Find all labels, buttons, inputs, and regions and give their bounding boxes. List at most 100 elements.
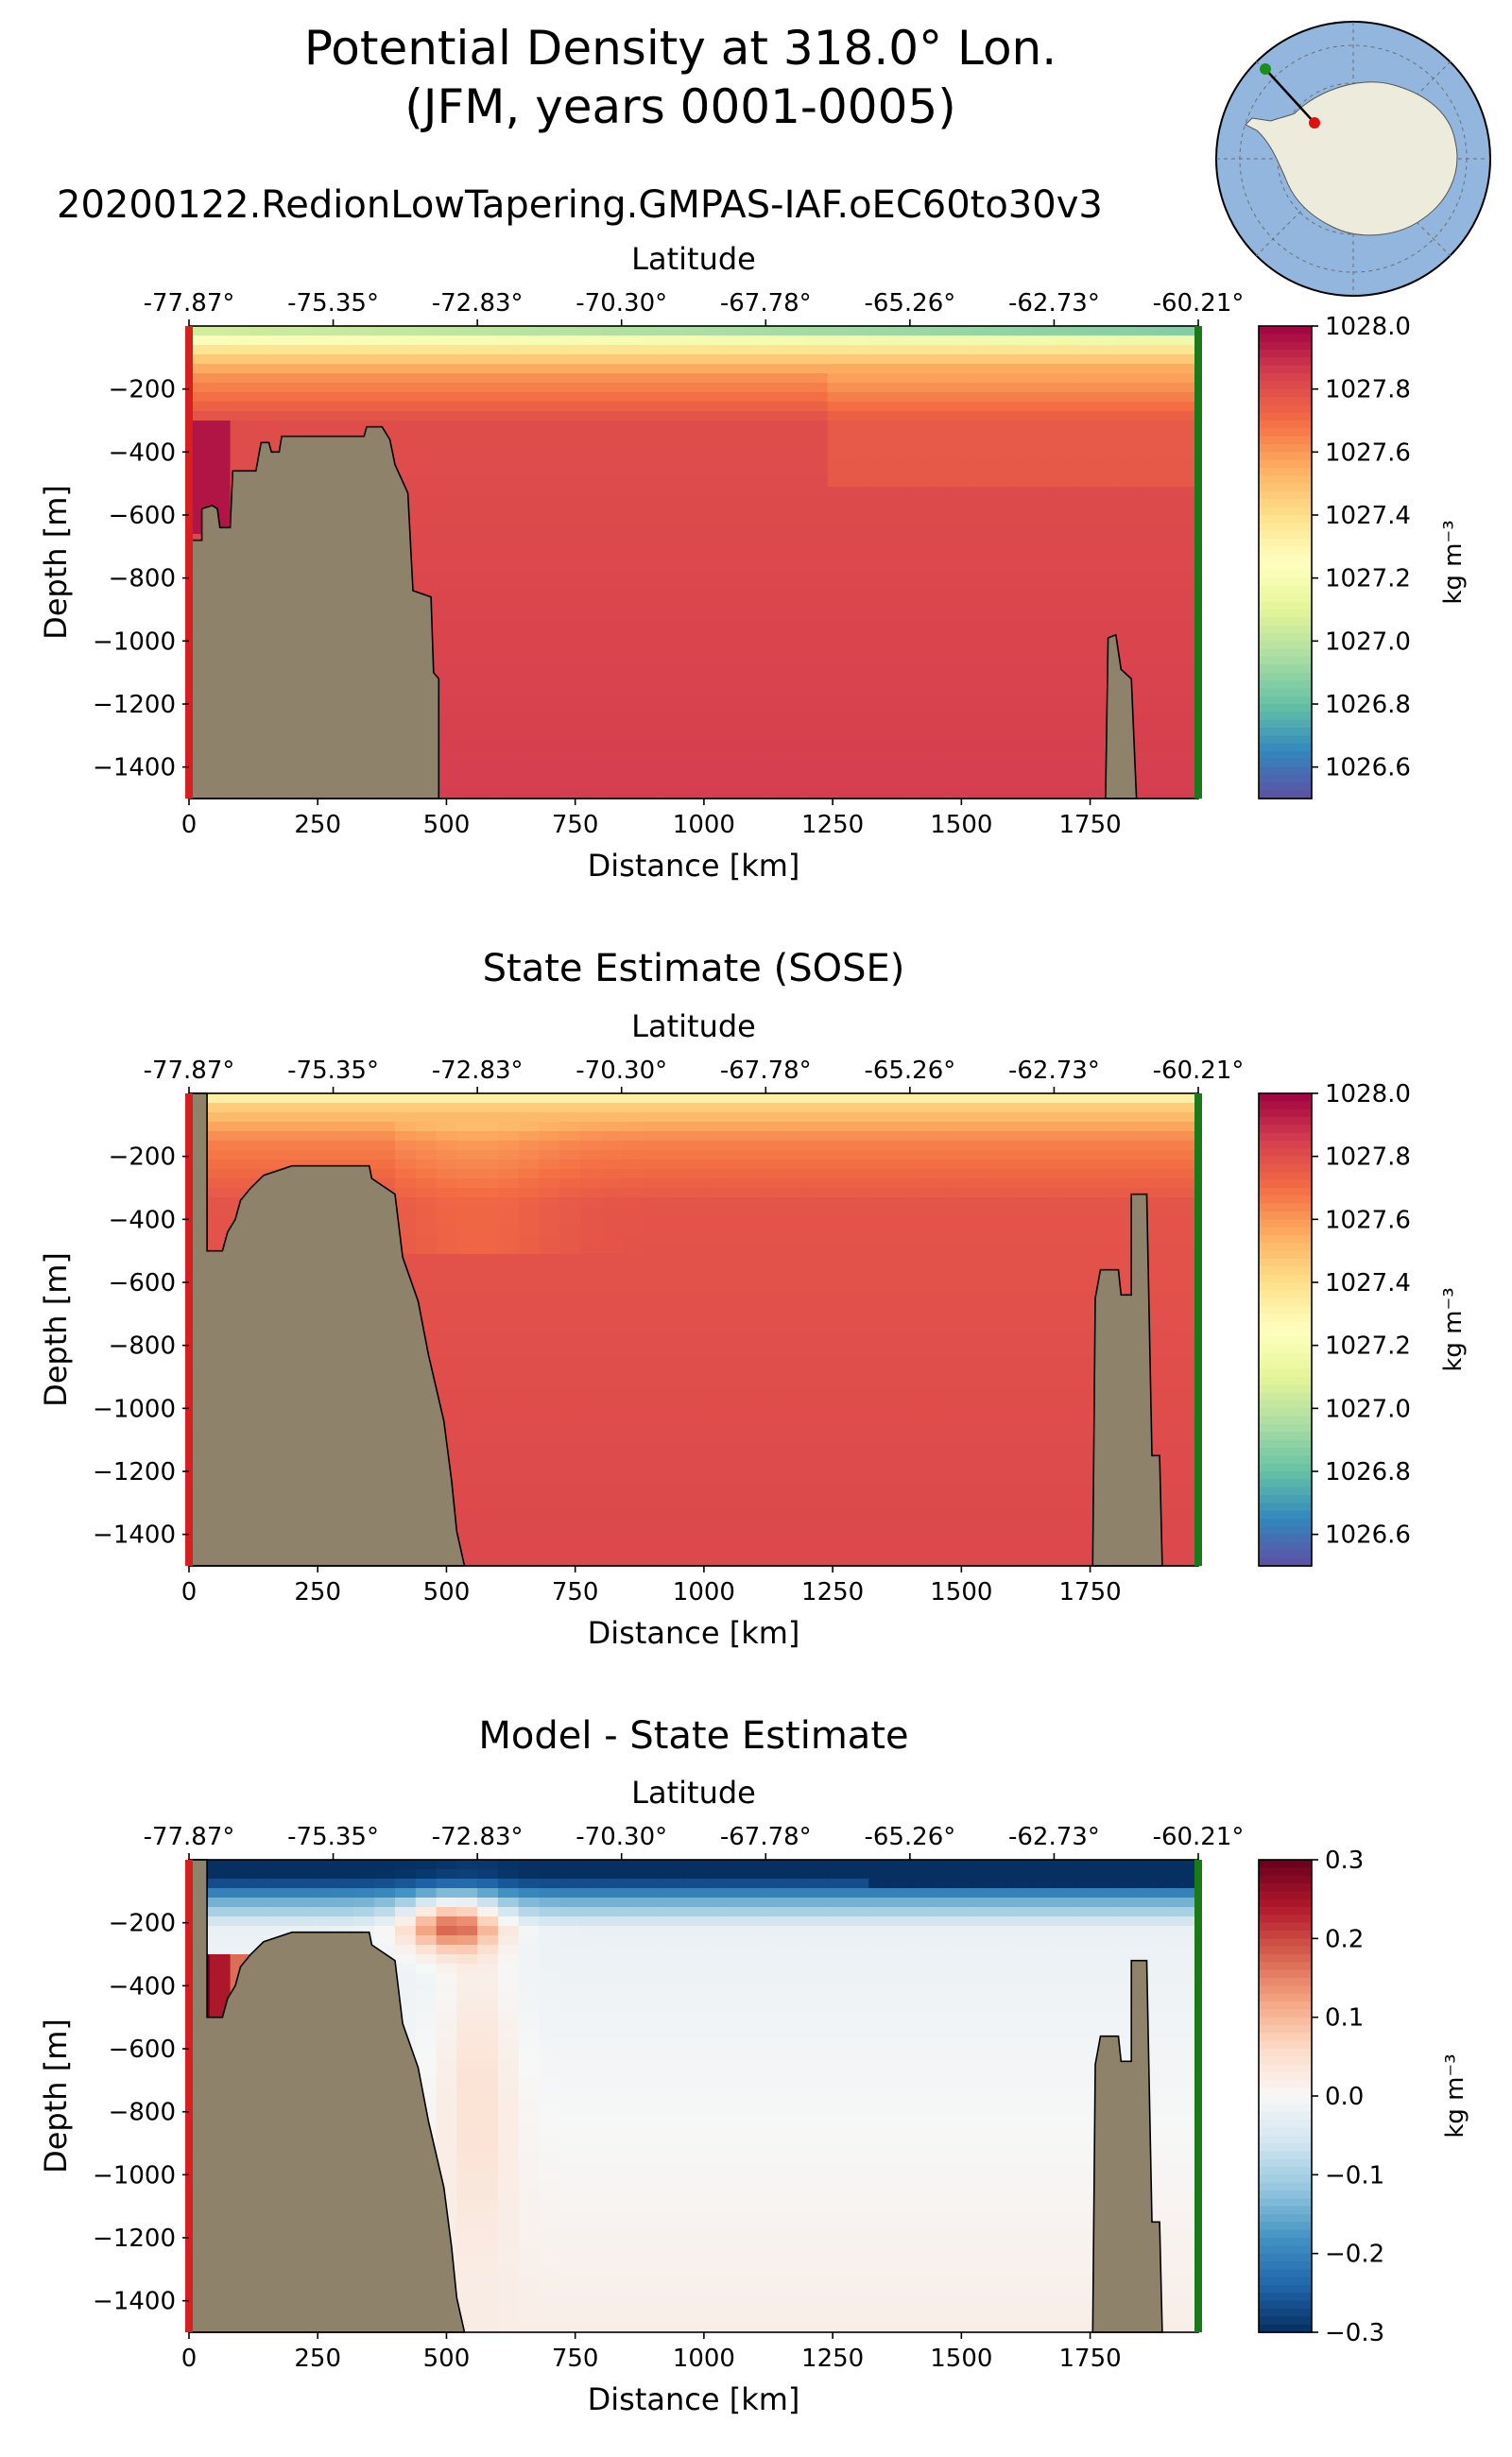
field-cell — [621, 1235, 644, 1246]
field-cell — [642, 1358, 664, 1368]
field-cell — [1115, 628, 1138, 639]
field-cell — [827, 1471, 850, 1482]
field-cell — [992, 1528, 1014, 1538]
field-cell — [868, 666, 890, 677]
field-cell — [209, 1207, 232, 1217]
field-cell — [642, 1349, 664, 1359]
field-cell — [1033, 1509, 1056, 1520]
field-cell — [1157, 1207, 1178, 1217]
field-cell — [1157, 572, 1178, 582]
field-cell — [1033, 1141, 1056, 1151]
field-cell — [724, 789, 747, 799]
field-cell — [456, 354, 478, 365]
field-cell — [1012, 751, 1035, 762]
field-cell — [786, 1263, 808, 1274]
field-cell — [456, 1330, 478, 1340]
field-cell — [827, 496, 850, 507]
field-cell — [539, 1471, 561, 1482]
field-cell — [477, 430, 499, 440]
field-cell — [1115, 610, 1138, 620]
field-cell — [930, 1169, 953, 1179]
field-cell — [1136, 383, 1159, 393]
field-cell — [827, 1169, 850, 1179]
field-cell — [724, 1131, 747, 1142]
field-cell — [1115, 600, 1138, 610]
field-cell — [806, 1178, 829, 1189]
field-cell — [292, 354, 314, 365]
field-cell — [868, 1263, 890, 1274]
field-cell — [1157, 1216, 1178, 1227]
field-cell — [230, 364, 252, 374]
field-cell — [271, 392, 293, 403]
field-cell — [456, 1122, 478, 1132]
field-cell — [621, 742, 644, 752]
field-cell — [848, 1481, 870, 1491]
lat-tick-label: -70.30° — [576, 289, 667, 318]
field-cell — [848, 1405, 870, 1416]
field-cell — [745, 1112, 767, 1123]
field-cell — [848, 591, 870, 601]
field-cell — [600, 1386, 623, 1397]
field-cell — [868, 1150, 890, 1160]
field-cell — [1054, 789, 1075, 799]
field-cell — [559, 713, 581, 724]
field-cell — [683, 411, 705, 421]
field-cell — [827, 1320, 850, 1331]
field-cell — [436, 1311, 458, 1321]
field-cell — [1033, 411, 1056, 421]
field-cell — [456, 1131, 478, 1142]
field-cell — [456, 685, 478, 696]
field-cell — [642, 647, 664, 658]
field-cell — [662, 449, 684, 459]
field-cell — [992, 345, 1014, 355]
field-cell — [1177, 600, 1199, 610]
field-cell — [703, 591, 726, 601]
field-cell — [621, 1377, 644, 1387]
field-cell — [1157, 1481, 1178, 1491]
field-cell — [600, 543, 623, 554]
field-cell — [621, 1103, 644, 1113]
field-cell — [477, 1254, 499, 1264]
field-cell — [1054, 354, 1075, 365]
field-cell — [868, 657, 890, 667]
field-cell — [1012, 345, 1035, 355]
field-cell — [930, 713, 953, 724]
field-cell — [1095, 628, 1117, 639]
field-cell — [559, 789, 581, 799]
field-cell — [436, 1169, 458, 1179]
field-cell — [827, 1377, 850, 1387]
field-cell — [518, 1169, 541, 1179]
field-cell — [436, 1405, 458, 1416]
field-cell — [683, 647, 705, 658]
field-cell — [951, 1197, 972, 1208]
colorbar-segment — [1259, 719, 1312, 729]
field-cell — [456, 695, 478, 705]
colorbar-segment — [1259, 381, 1312, 390]
field-cell — [518, 685, 541, 696]
field-cell — [868, 1320, 890, 1331]
field-cell — [642, 761, 664, 771]
field-cell — [230, 430, 252, 440]
field-cell — [745, 1273, 767, 1283]
field-cell — [1012, 591, 1035, 601]
field-cell — [600, 657, 623, 667]
field-cell — [497, 1235, 520, 1246]
field-cell — [951, 1282, 972, 1293]
lat-tick-label: -72.83° — [432, 289, 524, 318]
field-cell — [827, 1386, 850, 1397]
field-cell — [642, 1377, 664, 1387]
field-cell — [580, 742, 602, 752]
field-cell — [1054, 1292, 1075, 1302]
field-cell — [1012, 1093, 1035, 1104]
field-cell — [827, 751, 850, 762]
field-cell — [642, 1434, 664, 1444]
field-cell — [848, 354, 870, 365]
colorbar-segment — [1259, 546, 1312, 556]
field-cell — [992, 1197, 1014, 1208]
field-cell — [1095, 430, 1117, 440]
field-cell — [230, 1178, 252, 1189]
field-cell — [848, 1509, 870, 1520]
field-cell — [889, 770, 911, 781]
field-cell — [209, 487, 232, 497]
field-cell — [703, 581, 726, 592]
